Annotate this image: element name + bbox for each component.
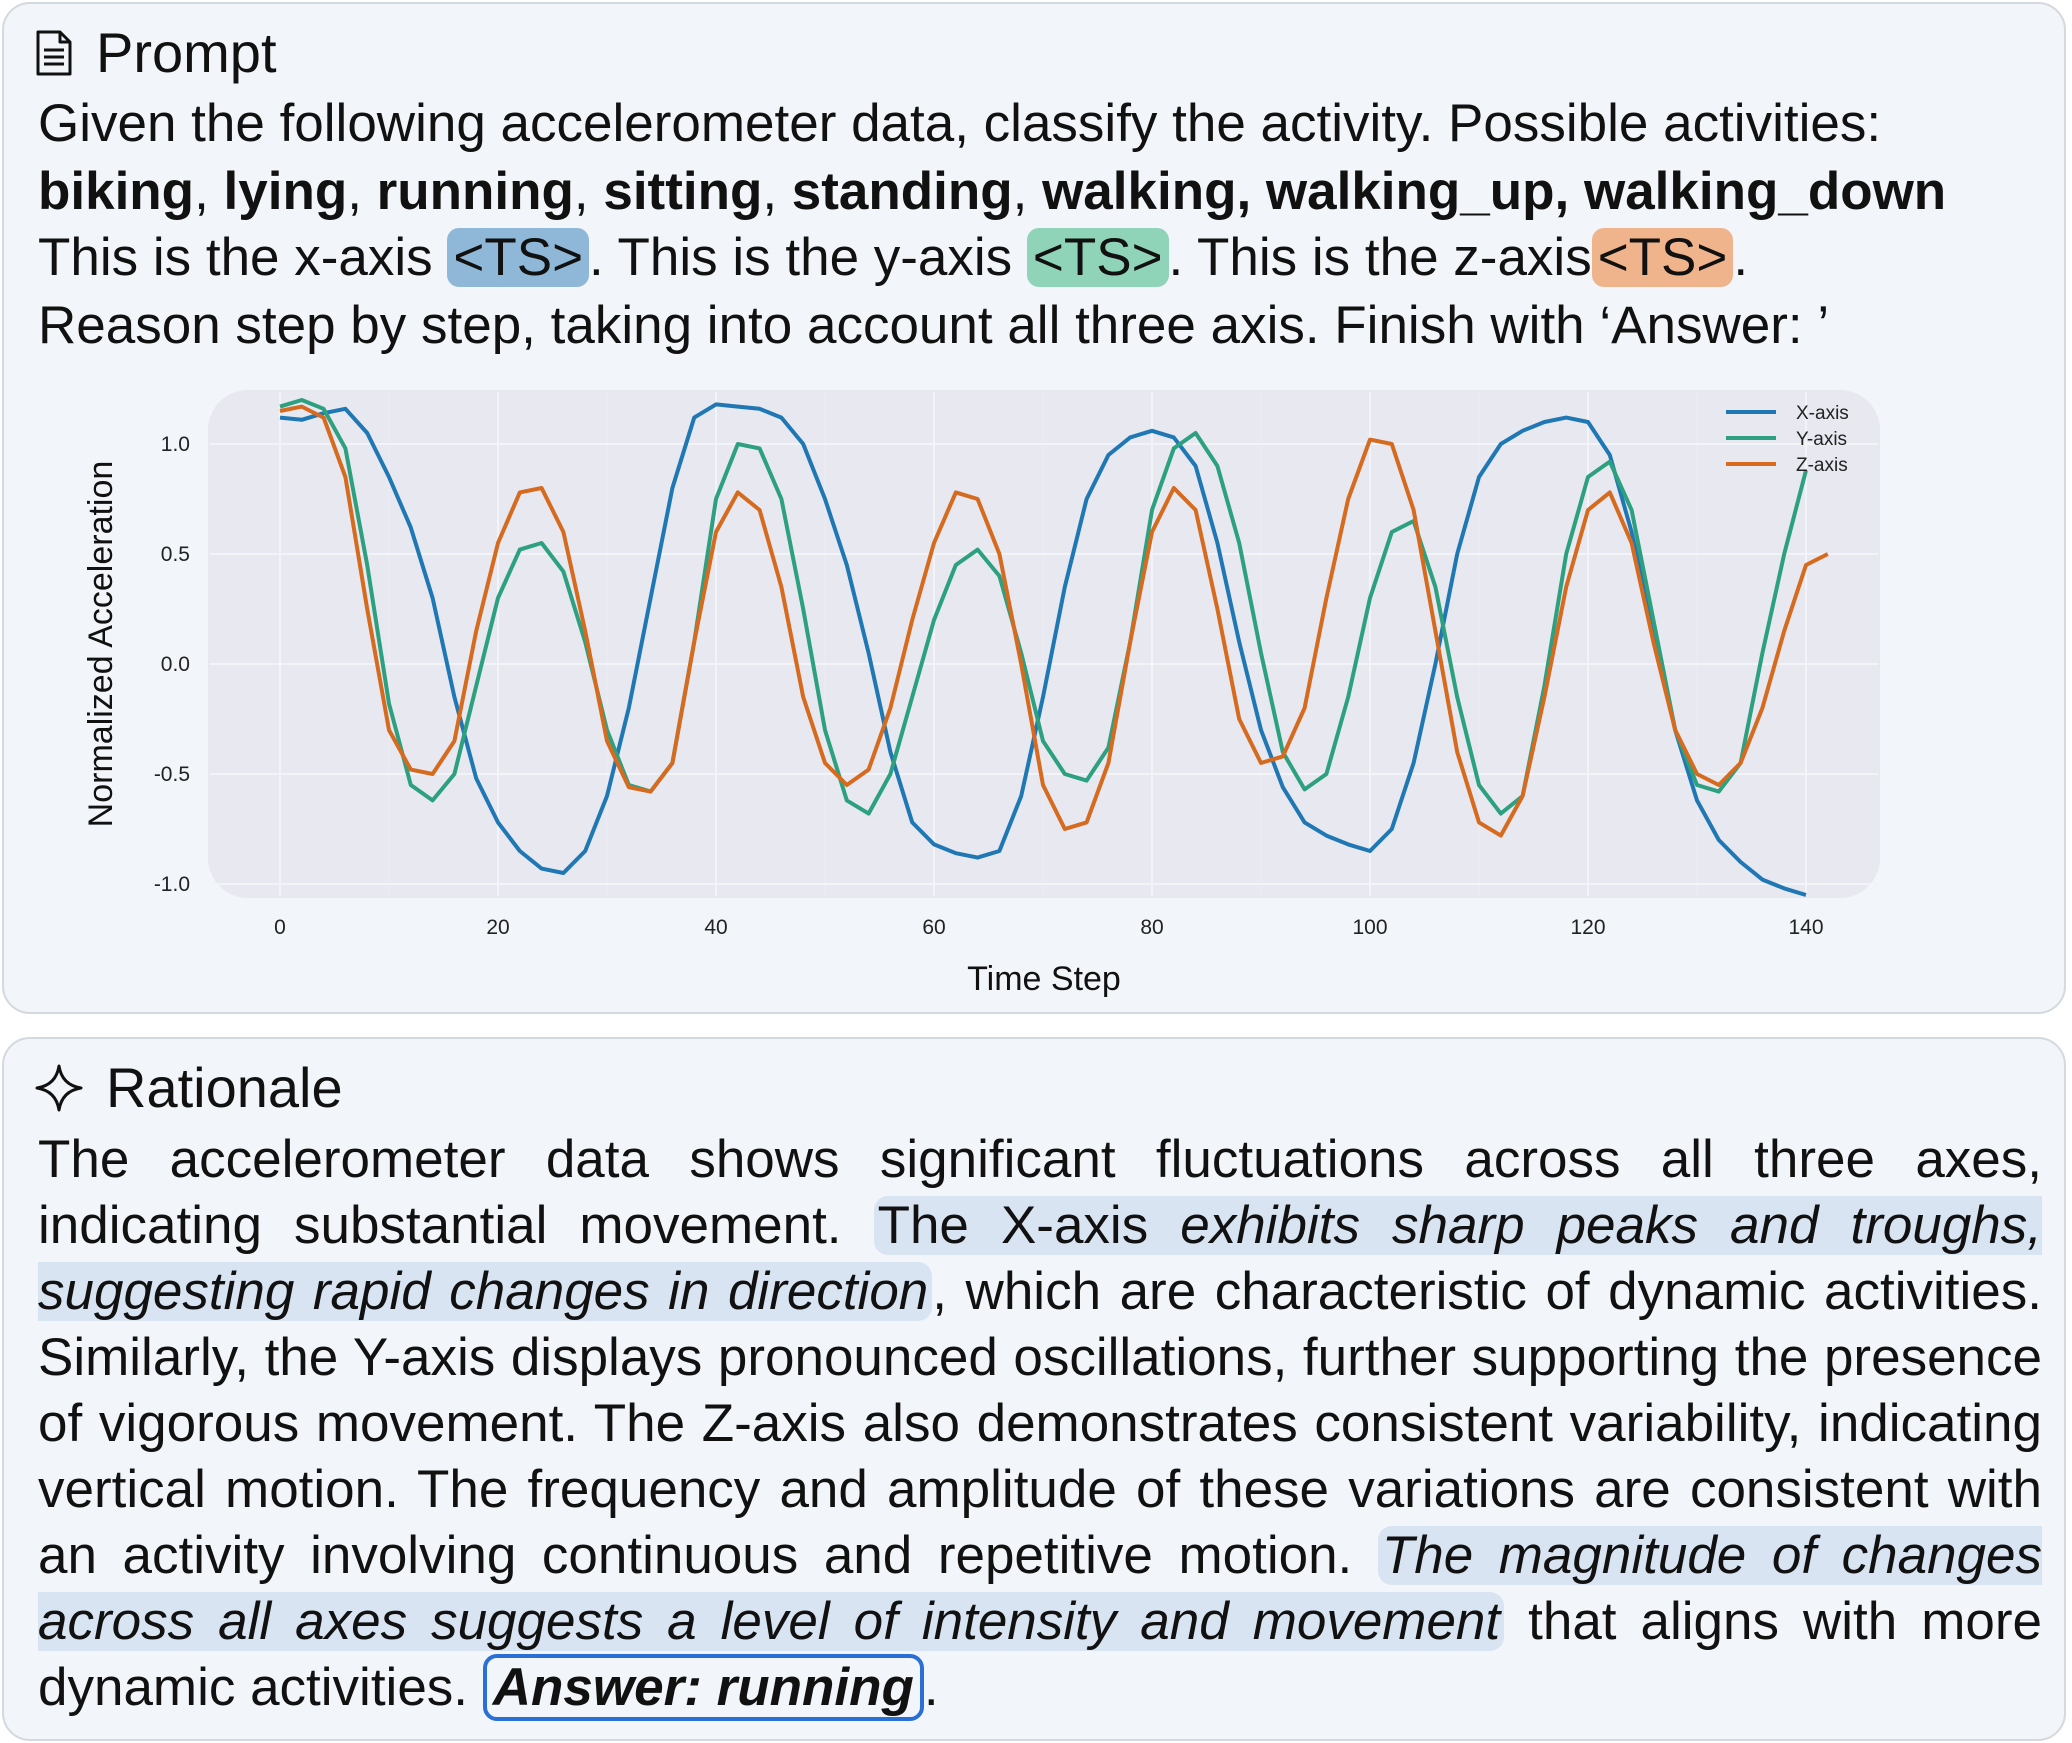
- prompt-title: Prompt: [96, 21, 277, 84]
- legend-label: Y-axis: [1796, 429, 1847, 450]
- highlight-1-text: The X-axis: [877, 1196, 1181, 1255]
- activity-item: sitting: [603, 162, 763, 221]
- activity-item: standing: [791, 162, 1013, 221]
- legend: X-axis Y-axis Z-axis: [1726, 403, 1849, 476]
- ts-line: This is the x-axis <TS>. This is the y-a…: [38, 224, 2048, 292]
- activity-item: walking: [1042, 162, 1237, 221]
- answer-box: Answer: running: [482, 1654, 924, 1721]
- series-line-x-axis: [279, 402, 1807, 897]
- rationale-text: The accelerometer data shows significant…: [38, 1130, 2042, 1255]
- rationale-text: , which are characteristic of dynamic ac…: [38, 1262, 2043, 1585]
- x-axis-label: Time Step: [967, 960, 1121, 998]
- rationale-text: that aligns with more dynamic activities…: [38, 1592, 2042, 1717]
- activity-item: lying: [223, 162, 348, 221]
- activities-list: biking, lying, running, sitting, standin…: [38, 162, 1947, 221]
- ts-token-z: <TS>: [1591, 228, 1734, 287]
- rationale-panel: Rationale The accelerometer data shows s…: [2, 1037, 2066, 1741]
- y-tick-label: -1.0: [154, 873, 190, 896]
- rationale-end: .: [923, 1658, 939, 1717]
- x-tick-label: 140: [1788, 916, 1823, 939]
- y-tick-label: -0.5: [154, 763, 190, 786]
- x-tick-label: 100: [1352, 916, 1387, 939]
- activity-item: walking_down: [1583, 162, 1947, 221]
- series-line-z-axis: [279, 404, 1829, 838]
- x-tick-label: 40: [704, 916, 727, 939]
- activity-item: walking_up: [1265, 162, 1555, 221]
- prompt-header: Prompt: [34, 18, 277, 88]
- x-tick-label: 80: [1140, 916, 1163, 939]
- prompt-line-1: Given the following accelerometer data, …: [38, 94, 1882, 153]
- prompt-line-4: Reason step by step, taking into account…: [38, 296, 1830, 355]
- highlight-1-italic: exhibits sharp peaks and troughs, sugges…: [38, 1196, 2043, 1321]
- accelerometer-chart: 1.0 0.5 0.0 -0.5 -1.0 0 20 40 60 80 100 120 140 Nor…: [82, 390, 1880, 998]
- y-tick-label: 0.5: [161, 543, 190, 566]
- legend-label: X-axis: [1796, 403, 1849, 424]
- x-tick-labels: 0 20 40 60 80 100 120 140: [274, 916, 1823, 939]
- ts-z-text: . This is the z-axis: [1168, 228, 1592, 287]
- plot-background: [208, 390, 1880, 898]
- x-tick-label: 20: [486, 916, 509, 939]
- activity-item: running: [376, 162, 574, 221]
- rationale-title: Rationale: [106, 1056, 343, 1119]
- sparkle-icon: [35, 1064, 83, 1112]
- y-tick-label: 1.0: [161, 433, 190, 456]
- ts-x-text: This is the x-axis: [38, 228, 448, 287]
- x-tick-label: 60: [922, 916, 945, 939]
- legend-label: Z-axis: [1796, 455, 1848, 476]
- rationale-header: Rationale: [34, 1053, 343, 1123]
- rationale-body: The accelerometer data shows significant…: [38, 1127, 2043, 1721]
- ts-token-y: <TS>: [1026, 228, 1169, 287]
- ts-token-x: <TS>: [447, 228, 590, 287]
- y-tick-labels: 1.0 0.5 0.0 -0.5 -1.0: [154, 433, 190, 896]
- x-tick-label: 0: [274, 916, 286, 939]
- y-tick-label: 0.0: [161, 653, 190, 676]
- ts-end: .: [1733, 228, 1749, 287]
- series-line-y-axis: [279, 398, 1808, 816]
- x-tick-label: 120: [1570, 916, 1605, 939]
- document-icon: [36, 30, 72, 76]
- prompt-panel: Prompt Given the following accelerometer…: [2, 2, 2066, 1014]
- series-lines: [279, 398, 1829, 897]
- ts-y-text: . This is the y-axis: [589, 228, 1027, 287]
- activity-item: biking: [38, 162, 195, 221]
- y-axis-label: Normalized Acceleration: [82, 461, 120, 828]
